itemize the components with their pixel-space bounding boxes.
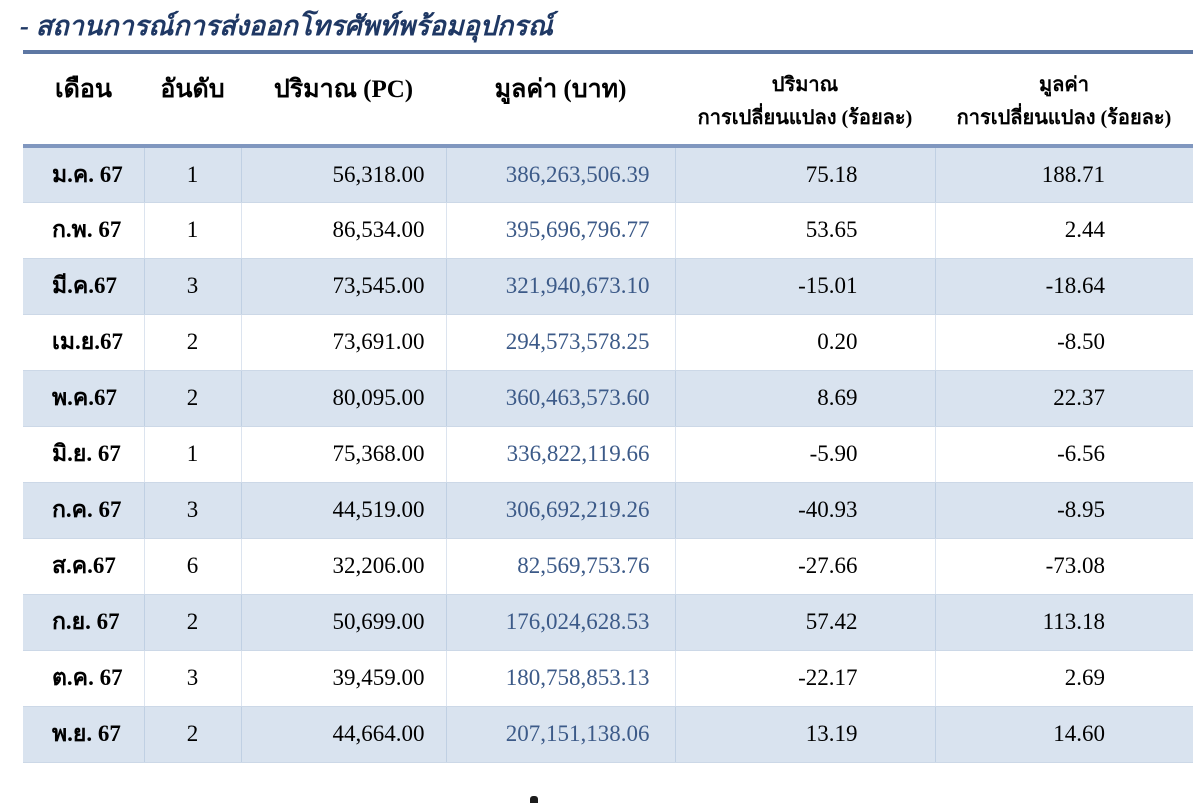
rank-cell: 3 [143,650,241,707]
month-cell: ก.พ. 67 [23,202,144,259]
column-header-month: เดือน [23,52,144,148]
column-header-quantity: ปริมาณ (PC) [241,52,446,148]
export-statistics-table: เดือน อันดับ ปริมาณ (PC) มูลค่า (บาท) ปร… [23,50,1193,763]
quantity-cell: 75,368.00 [240,426,446,483]
table-row: ก.พ. 67 1 86,534.00 395,696,796.77 53.65… [23,202,1193,259]
value-change-cell: -8.50 [934,314,1193,371]
column-header-rank: อันดับ [144,52,241,148]
month-cell: มิ.ย. 67 [23,426,144,483]
quantity-change-cell: -22.17 [674,650,935,707]
quantity-cell: 80,095.00 [240,370,446,427]
quantity-change-cell: -5.90 [674,426,935,483]
month-cell: ส.ค.67 [23,538,144,595]
value-cell: 82,569,753.76 [445,538,675,595]
quantity-change-cell: -15.01 [674,258,935,315]
value-change-cell: 2.44 [934,202,1193,259]
quantity-cell: 73,691.00 [240,314,446,371]
value-change-cell: 22.37 [934,370,1193,427]
column-header-rank-label: อันดับ [160,76,225,103]
value-change-cell: -8.95 [934,482,1193,539]
table-body: ม.ค. 67 1 56,318.00 386,263,506.39 75.18… [23,146,1193,763]
quantity-cell: 56,318.00 [240,146,446,203]
column-header-value: มูลค่า (บาท) [446,52,675,148]
table-row: เม.ย.67 2 73,691.00 294,573,578.25 0.20 … [23,314,1193,371]
value-change-cell: 113.18 [934,594,1193,651]
table-header: เดือน อันดับ ปริมาณ (PC) มูลค่า (บาท) ปร… [23,52,1193,148]
table-row: ม.ค. 67 1 56,318.00 386,263,506.39 75.18… [23,146,1193,203]
rank-cell: 1 [143,202,241,259]
table-row: พ.ค.67 2 80,095.00 360,463,573.60 8.69 2… [23,370,1193,427]
month-cell: ก.ย. 67 [23,594,144,651]
value-change-cell: -73.08 [934,538,1193,595]
value-cell: 321,940,673.10 [445,258,675,315]
rank-cell: 3 [143,258,241,315]
quantity-cell: 50,699.00 [240,594,446,651]
table-row: ก.ย. 67 2 50,699.00 176,024,628.53 57.42… [23,594,1193,651]
rank-cell: 6 [143,538,241,595]
quantity-change-cell: -40.93 [674,482,935,539]
quantity-change-cell: 57.42 [674,594,935,651]
page-title: - สถานการณ์การส่งออกโทรศัพท์พร้อมอุปกรณ์ [20,11,553,41]
quantity-cell: 73,545.00 [240,258,446,315]
value-change-cell: 188.71 [934,146,1193,203]
value-change-cell: -6.56 [934,426,1193,483]
column-header-quantity-label: ปริมาณ (PC) [273,76,414,103]
month-cell: พ.ค.67 [23,370,144,427]
rank-cell: 2 [143,314,241,371]
quantity-cell: 86,534.00 [240,202,446,259]
quantity-change-cell: 75.18 [674,146,935,203]
value-cell: 386,263,506.39 [445,146,675,203]
value-change-cell: 2.69 [934,650,1193,707]
value-cell: 294,573,578.25 [445,314,675,371]
value-change-cell: -18.64 [934,258,1193,315]
table-row: ก.ค. 67 3 44,519.00 306,692,219.26 -40.9… [23,482,1193,539]
rank-cell: 3 [143,482,241,539]
quantity-cell: 44,519.00 [240,482,446,539]
quantity-change-cell: 13.19 [674,706,935,763]
column-header-value-change-line2: การเปลี่ยนแปลง (ร้อยละ) [956,107,1172,129]
rank-cell: 1 [143,146,241,203]
value-cell: 306,692,219.26 [445,482,675,539]
quantity-cell: 39,459.00 [240,650,446,707]
value-cell: 180,758,853.13 [445,650,675,707]
header-row: เดือน อันดับ ปริมาณ (PC) มูลค่า (บาท) ปร… [23,52,1193,148]
quantity-change-cell: 0.20 [674,314,935,371]
cutoff-text-fragment [530,796,538,803]
value-cell: 207,151,138.06 [445,706,675,763]
table-row: พ.ย. 67 2 44,664.00 207,151,138.06 13.19… [23,706,1193,763]
table-row: มิ.ย. 67 1 75,368.00 336,822,119.66 -5.9… [23,426,1193,483]
quantity-cell: 44,664.00 [240,706,446,763]
table-row: ส.ค.67 6 32,206.00 82,569,753.76 -27.66 … [23,538,1193,595]
column-header-value-change: มูลค่า การเปลี่ยนแปลง (ร้อยละ) [935,52,1193,148]
column-header-value-label: มูลค่า (บาท) [494,76,627,103]
month-cell: พ.ย. 67 [23,706,144,763]
value-cell: 360,463,573.60 [445,370,675,427]
value-cell: 176,024,628.53 [445,594,675,651]
rank-cell: 2 [143,594,241,651]
column-header-month-label: เดือน [55,76,112,103]
quantity-cell: 32,206.00 [240,538,446,595]
quantity-change-cell: 8.69 [674,370,935,427]
month-cell: ม.ค. 67 [23,146,144,203]
quantity-change-cell: 53.65 [674,202,935,259]
column-header-quantity-change-line1: ปริมาณ [771,74,839,96]
month-cell: ต.ค. 67 [23,650,144,707]
quantity-change-cell: -27.66 [674,538,935,595]
rank-cell: 2 [143,370,241,427]
rank-cell: 2 [143,706,241,763]
month-cell: มี.ค.67 [23,258,144,315]
column-header-quantity-change-line2: การเปลี่ยนแปลง (ร้อยละ) [697,107,913,129]
month-cell: ก.ค. 67 [23,482,144,539]
column-header-value-change-line1: มูลค่า [1038,74,1090,96]
table-row: ต.ค. 67 3 39,459.00 180,758,853.13 -22.1… [23,650,1193,707]
value-cell: 395,696,796.77 [445,202,675,259]
rank-cell: 1 [143,426,241,483]
value-change-cell: 14.60 [934,706,1193,763]
column-header-quantity-change: ปริมาณ การเปลี่ยนแปลง (ร้อยละ) [675,52,935,148]
table-row: มี.ค.67 3 73,545.00 321,940,673.10 -15.0… [23,258,1193,315]
value-cell: 336,822,119.66 [445,426,675,483]
month-cell: เม.ย.67 [23,314,144,371]
